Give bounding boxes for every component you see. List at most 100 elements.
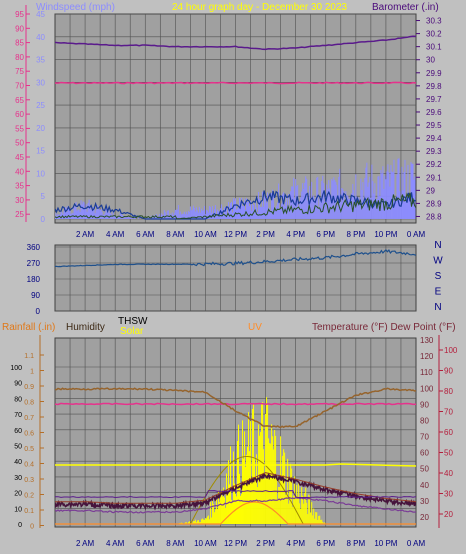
magenta-axis-label: 30 — [15, 196, 24, 205]
temp-axis-label: 90 — [420, 400, 429, 409]
magenta-axis-label: 35 — [15, 182, 24, 191]
solar-title: Solar — [120, 326, 144, 337]
magenta-axis-label: 25 — [15, 210, 24, 219]
winddir-axis-label: 270 — [27, 259, 41, 268]
compass-label: N — [434, 240, 441, 251]
humidity-axis-label: 0 — [18, 522, 22, 529]
temp-axis-label: 130 — [420, 336, 434, 345]
thsw-axis-label: 50 — [444, 449, 453, 458]
rain-axis-label: 0.6 — [24, 431, 34, 438]
baro-axis-label: 30.3 — [426, 17, 442, 26]
bottom-time-label: 8 PM — [346, 539, 365, 548]
series-humidity — [55, 387, 416, 429]
rain-axis-label: 0 — [30, 524, 34, 531]
humidity-axis-label: 90 — [14, 381, 22, 388]
temp-axis-label: 80 — [420, 416, 429, 425]
humidity-axis-label: 50 — [14, 444, 22, 451]
temp-axis-label: 120 — [420, 352, 434, 361]
axis-ticks — [26, 13, 443, 526]
windspeed-title: Windspeed (mph) — [36, 2, 115, 13]
temp-axis-label: 110 — [420, 368, 433, 377]
baro-axis-label: 29.6 — [426, 108, 442, 117]
humidity-axis-label: 30 — [14, 475, 22, 482]
magenta-axis-label: 60 — [15, 110, 24, 119]
series-bottom-magenta — [55, 402, 416, 406]
wind-axis-label: 45 — [36, 10, 45, 19]
thsw-axis-label: 70 — [444, 408, 453, 417]
bottom-time-label: 10 PM — [374, 539, 397, 548]
magenta-axis-label: 70 — [15, 82, 24, 91]
temp-axis-label: 50 — [420, 465, 429, 474]
wind-axis-label: 5 — [41, 192, 46, 201]
magenta-axis-label: 75 — [15, 67, 24, 76]
magenta-axis-label: 80 — [15, 53, 24, 62]
data-series — [55, 35, 416, 525]
bottom-time-label: 4 AM — [106, 539, 125, 548]
top-time-label: 6 PM — [316, 230, 335, 239]
thsw-axis-label: 40 — [444, 469, 453, 478]
thsw-title: THSW — [118, 316, 148, 327]
rain-axis-label: 0.8 — [24, 400, 34, 407]
thsw-axis-label: 80 — [444, 387, 453, 396]
series-wind-gust — [55, 190, 416, 220]
humidity-axis-label: 100 — [10, 365, 22, 372]
humidity-axis-label: 80 — [14, 396, 22, 403]
baro-axis-label: 29 — [426, 186, 435, 195]
compass-label: E — [435, 287, 442, 298]
rain-axis-label: 1.1 — [24, 353, 34, 360]
humidity-axis-label: 10 — [14, 506, 22, 513]
humidity-axis-label: 70 — [14, 412, 22, 419]
rain-axis-label: 0.7 — [24, 415, 34, 422]
series-uv — [55, 501, 416, 525]
baro-axis-label: 29.8 — [426, 82, 442, 91]
wind-axis-label: 0 — [41, 215, 46, 224]
humidity-title: Humidity — [66, 322, 105, 333]
wind-axis-label: 15 — [36, 147, 45, 156]
chart-title: 24 hour graph day - December 30 2023 — [172, 2, 348, 13]
baro-axis-label: 29.1 — [426, 173, 442, 182]
top-time-label: 0 AM — [407, 230, 426, 239]
wind-axis-label: 30 — [36, 78, 45, 87]
baro-axis-label: 30 — [426, 56, 435, 65]
series-temperature — [55, 472, 416, 511]
series-wind-direction — [55, 249, 416, 268]
magenta-axis-label: 95 — [15, 10, 24, 19]
magenta-axis-label: 40 — [15, 167, 24, 176]
top-time-label: 6 AM — [136, 230, 155, 239]
magenta-axis-label: 45 — [15, 153, 24, 162]
series-temperature-avg — [55, 472, 416, 504]
bottom-time-label: 6 AM — [136, 539, 155, 548]
top-time-label: 4 AM — [106, 230, 125, 239]
uv-title: UV — [248, 322, 262, 333]
humidity-axis-label: 40 — [14, 459, 22, 466]
series-top-magenta — [55, 81, 416, 85]
top-time-label: 8 PM — [346, 230, 365, 239]
wind-axis-label: 20 — [36, 124, 45, 133]
wind-axis-label: 10 — [36, 169, 45, 178]
compass-label: W — [433, 256, 443, 267]
rain-axis-label: 0.1 — [24, 508, 34, 515]
winddir-axis-label: 90 — [31, 291, 40, 300]
baro-axis-label: 29.4 — [426, 134, 442, 143]
wind-axis-label: 40 — [36, 33, 45, 42]
bottom-time-label: 10 AM — [194, 539, 217, 548]
series-yellow-ref — [55, 463, 416, 467]
bottom-time-label: 4 PM — [286, 539, 305, 548]
winddir-axis-label: 0 — [36, 307, 41, 316]
series-dew-smooth — [55, 490, 416, 499]
thsw-axis-label: 30 — [444, 490, 453, 499]
humidity-axis-label: 60 — [14, 428, 22, 435]
rainfall-title: Rainfall (.in) — [2, 322, 55, 333]
magenta-axis-label: 65 — [15, 96, 24, 105]
top-time-label: 4 PM — [286, 230, 305, 239]
magenta-axis-label: 90 — [15, 24, 24, 33]
bottom-time-label: 0 AM — [407, 539, 426, 548]
temp-axis-label: 20 — [420, 513, 429, 522]
top-time-label: 2 PM — [256, 230, 275, 239]
baro-axis-label: 29.2 — [426, 160, 442, 169]
bottom-time-label: 8 AM — [166, 539, 185, 548]
baro-axis-label: 30.1 — [426, 43, 442, 52]
baro-axis-label: 28.8 — [426, 212, 442, 221]
bottom-time-label: 2 PM — [256, 539, 275, 548]
